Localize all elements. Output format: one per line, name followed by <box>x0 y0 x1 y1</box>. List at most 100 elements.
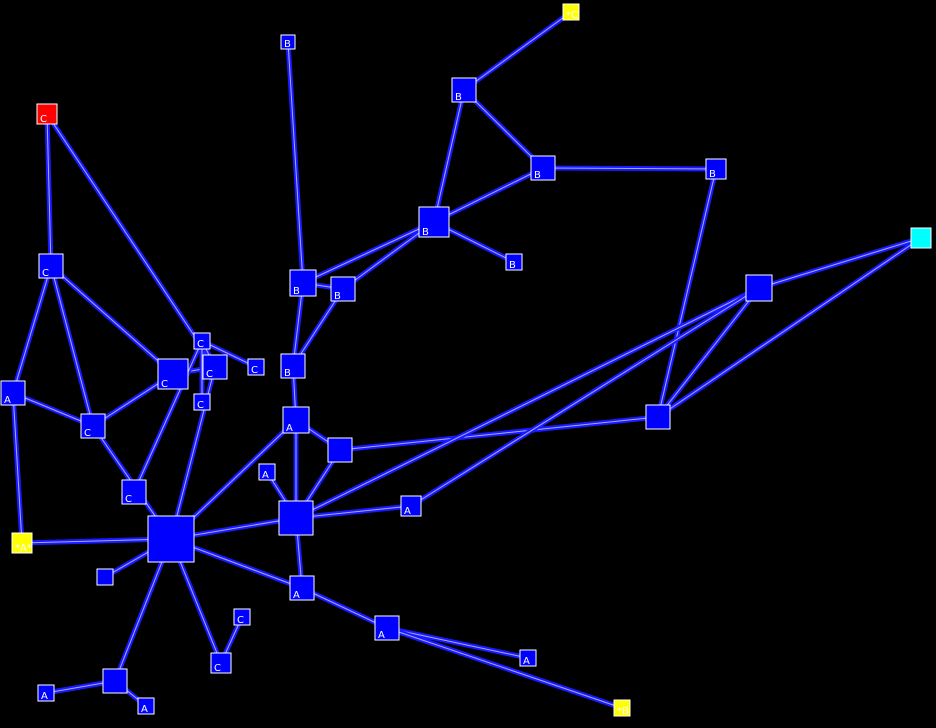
node-n15[interactable]: C <box>38 253 64 279</box>
node-n5[interactable]: B <box>705 158 727 180</box>
node-n9[interactable]: B <box>330 276 356 302</box>
node-box[interactable] <box>147 515 195 563</box>
node-box[interactable] <box>38 253 64 279</box>
node-n27[interactable]: A <box>282 406 310 434</box>
node-label: A <box>262 470 269 481</box>
node-n14[interactable]: C <box>36 103 58 125</box>
node-n29[interactable]: A <box>258 463 276 481</box>
node-n2[interactable]: B <box>280 34 296 50</box>
node-box[interactable] <box>645 404 671 430</box>
node-n16[interactable]: A <box>0 380 26 406</box>
node-label: A <box>41 691 48 702</box>
node-box[interactable] <box>330 276 356 302</box>
node-n38[interactable] <box>102 668 128 694</box>
node-box[interactable] <box>121 479 147 505</box>
node-n22[interactable]: C <box>80 413 106 439</box>
edge-n16-n24 <box>10 392 25 544</box>
node-label: A <box>141 704 148 715</box>
node-n23[interactable]: C <box>121 479 147 505</box>
node-n35[interactable]: *B <box>613 699 631 717</box>
node-n28[interactable] <box>327 437 353 463</box>
edge-n31-n33 <box>300 585 389 631</box>
node-box[interactable] <box>505 253 523 271</box>
node-label: C <box>206 369 213 380</box>
node-box[interactable] <box>451 77 477 103</box>
node-box[interactable] <box>37 684 55 702</box>
edge-n4-n5 <box>542 165 717 172</box>
node-n4[interactable]: B <box>530 155 556 181</box>
node-box[interactable] <box>80 413 106 439</box>
node-box[interactable] <box>210 652 232 674</box>
node-box[interactable] <box>289 575 315 601</box>
node-box[interactable] <box>745 274 773 302</box>
node-box[interactable] <box>36 103 58 125</box>
node-box[interactable] <box>96 568 114 586</box>
node-n37[interactable]: C <box>233 608 251 626</box>
node-n11[interactable] <box>745 274 773 302</box>
node-n8[interactable]: B <box>289 269 317 297</box>
node-n32[interactable]: A <box>400 495 422 517</box>
node-n10[interactable]: B <box>280 353 306 379</box>
node-box[interactable] <box>202 354 228 380</box>
node-label: C <box>197 339 204 350</box>
node-n34[interactable]: A <box>519 649 537 667</box>
node-n19[interactable]: C <box>193 332 211 350</box>
node-n6[interactable]: B <box>418 206 450 238</box>
node-n12[interactable] <box>645 404 671 430</box>
node-n36[interactable]: C <box>210 652 232 674</box>
node-box[interactable] <box>193 332 211 350</box>
node-box[interactable] <box>519 649 537 667</box>
edge-n24-n25 <box>21 536 172 546</box>
node-n17[interactable]: C <box>157 358 189 390</box>
node-n31[interactable]: A <box>289 575 315 601</box>
node-box[interactable] <box>278 500 314 536</box>
node-box[interactable] <box>258 463 276 481</box>
node-box[interactable] <box>102 668 128 694</box>
node-label: C <box>237 615 244 626</box>
node-n21[interactable]: C <box>193 393 211 411</box>
node-box[interactable] <box>280 34 296 50</box>
node-box[interactable] <box>280 353 306 379</box>
node-n20[interactable]: C <box>247 358 265 376</box>
node-n1[interactable]: *C <box>562 3 580 21</box>
edge-n14-n18 <box>44 112 218 369</box>
node-n13[interactable] <box>910 227 932 249</box>
node-n18[interactable]: C <box>202 354 228 380</box>
edge-n8-n10 <box>290 282 306 367</box>
node-box[interactable] <box>233 608 251 626</box>
node-box[interactable] <box>327 437 353 463</box>
node-box[interactable] <box>910 227 932 249</box>
node-label: *A* <box>15 543 32 554</box>
node-box[interactable] <box>705 158 727 180</box>
node-n7[interactable]: B <box>505 253 523 271</box>
node-box[interactable] <box>530 155 556 181</box>
node-label: C <box>84 428 91 439</box>
edge-n12-n13 <box>656 235 923 420</box>
node-box[interactable] <box>137 697 155 715</box>
node-box[interactable] <box>289 269 317 297</box>
node-box[interactable] <box>282 406 310 434</box>
node-box[interactable] <box>193 393 211 411</box>
node-box[interactable] <box>613 699 631 717</box>
edge-n2-n8 <box>285 41 306 284</box>
node-box[interactable] <box>374 615 400 641</box>
node-box[interactable] <box>247 358 265 376</box>
edge-n15-n22 <box>48 265 96 427</box>
node-box[interactable] <box>418 206 450 238</box>
node-n40[interactable]: A <box>137 697 155 715</box>
node-n30[interactable] <box>278 500 314 536</box>
node-box[interactable] <box>11 532 33 554</box>
edge-n12-n28 <box>339 414 659 453</box>
node-n24[interactable]: *A* <box>11 532 33 554</box>
node-box[interactable] <box>0 380 26 406</box>
node-box[interactable] <box>562 3 580 21</box>
node-box[interactable] <box>157 358 189 390</box>
node-box[interactable] <box>400 495 422 517</box>
node-n25[interactable] <box>147 515 195 563</box>
node-n33[interactable]: A <box>374 615 400 641</box>
node-n39[interactable]: A <box>37 684 55 702</box>
node-n26[interactable] <box>96 568 114 586</box>
node-n3[interactable]: B <box>451 77 477 103</box>
